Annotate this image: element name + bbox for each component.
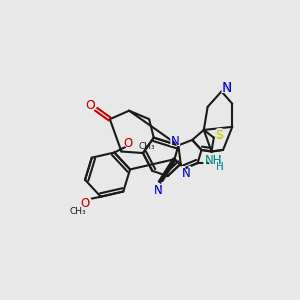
Text: NH: NH (205, 154, 223, 167)
Text: N: N (182, 167, 190, 180)
Text: N: N (171, 135, 180, 148)
Text: S: S (215, 129, 223, 142)
Text: CH₃: CH₃ (138, 142, 155, 151)
Text: N: N (154, 184, 163, 196)
Text: S: S (214, 128, 224, 142)
Text: O: O (81, 197, 90, 210)
Text: N: N (220, 80, 234, 98)
Text: N: N (169, 134, 182, 149)
Text: O: O (79, 196, 92, 211)
Text: O: O (124, 137, 133, 150)
Text: N: N (222, 81, 232, 95)
Text: H: H (216, 162, 224, 172)
Text: O: O (84, 98, 97, 113)
Text: N: N (182, 167, 190, 180)
Text: N: N (180, 166, 192, 181)
Text: O: O (124, 137, 133, 150)
Text: O: O (81, 197, 90, 210)
Text: O: O (122, 136, 134, 151)
Text: O: O (86, 99, 95, 112)
Text: O: O (86, 99, 95, 112)
Text: N: N (154, 184, 163, 196)
Text: S: S (214, 128, 225, 143)
Text: N: N (152, 182, 165, 197)
Text: CH₃: CH₃ (69, 207, 86, 216)
Text: H: H (214, 160, 226, 173)
Text: H: H (216, 162, 224, 172)
Text: N: N (171, 135, 180, 148)
Text: NH: NH (202, 153, 226, 168)
Text: NH: NH (205, 154, 223, 167)
Text: N: N (221, 81, 233, 95)
